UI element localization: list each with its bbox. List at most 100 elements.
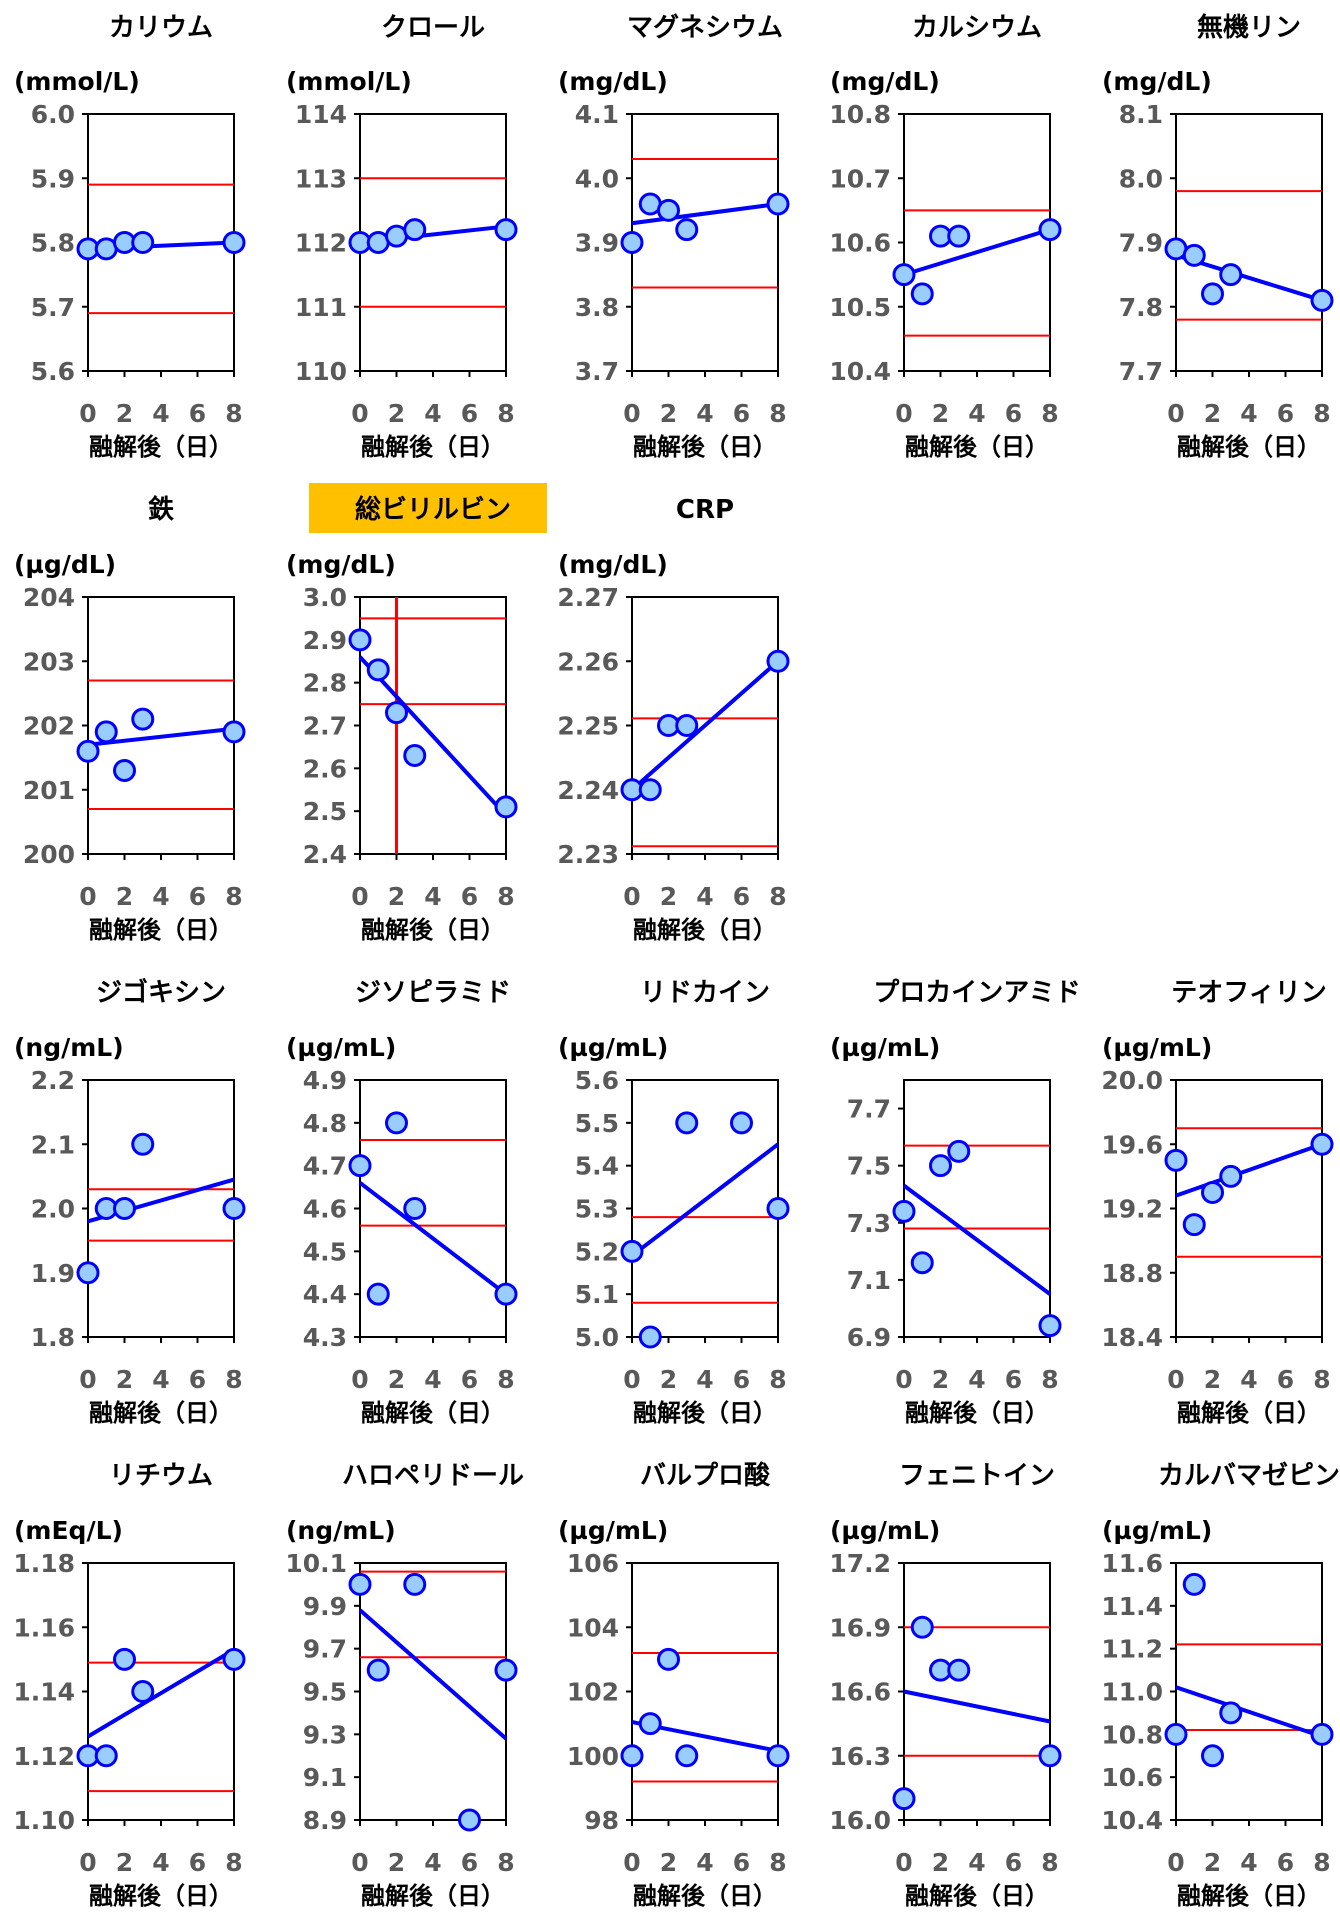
- chart-title: カルバマゼピン: [1158, 1461, 1340, 1491]
- data-point: [638, 1712, 662, 1736]
- y-tick-label: 2.5: [303, 797, 347, 826]
- y-tick-label: 104: [567, 1613, 619, 1642]
- y-tick-label: 201: [23, 776, 75, 805]
- x-axis-label: 融解後（日）: [1177, 433, 1321, 461]
- data-point: [222, 1197, 246, 1220]
- data-point: [113, 1197, 136, 1220]
- y-tick-label: 6.0: [31, 100, 75, 129]
- chart-title: テオフィリン: [1171, 978, 1326, 1008]
- y-tick-label: 7.7: [1119, 357, 1163, 386]
- x-tick-label: 2: [1204, 1848, 1221, 1877]
- y-tick-label: 5.7: [31, 293, 75, 322]
- x-tick-label: 8: [1041, 399, 1058, 428]
- data-point: [494, 218, 518, 242]
- x-tick-label: 6: [461, 1365, 478, 1394]
- y-tick-label: 16.3: [829, 1742, 891, 1771]
- trend-line: [1175, 1142, 1323, 1198]
- y-tick-label: 11.4: [1101, 1592, 1163, 1621]
- trend-line: [903, 227, 1051, 277]
- unit-label: (mmol/L): [286, 67, 412, 96]
- chart-panel: CRP (mg/dL) 2.23 2.24 2.25 2.26 2.27 0 2 4 6 8 融解後（日…: [557, 495, 790, 944]
- y-tick-label: 4.5: [303, 1237, 347, 1266]
- chart-title: 総ビリルビン: [355, 494, 511, 525]
- data-point: [76, 739, 100, 763]
- trend-line: [902, 1184, 1052, 1296]
- unit-label: (µg/mL): [830, 1033, 940, 1062]
- chart-title: マグネシウム: [627, 13, 783, 43]
- y-tick-label: 98: [584, 1806, 619, 1835]
- x-tick-label: 4: [1240, 1365, 1257, 1394]
- y-tick-label: 5.9: [31, 164, 75, 193]
- data-point: [766, 192, 790, 216]
- data-point: [1038, 218, 1062, 242]
- data-point: [403, 1197, 427, 1220]
- data-point: [385, 701, 408, 725]
- x-tick-label: 6: [461, 399, 478, 428]
- unit-label: (mg/dL): [1102, 67, 1212, 96]
- y-tick-label: 2.27: [557, 583, 619, 612]
- y-tick-label: 9.5: [303, 1678, 347, 1707]
- x-tick-label: 6: [1005, 1365, 1022, 1394]
- unit-label: (ng/mL): [14, 1033, 124, 1062]
- x-tick-label: 4: [968, 1848, 985, 1877]
- x-tick-label: 4: [152, 882, 169, 911]
- data-point: [947, 1658, 971, 1682]
- unit-label: (mg/dL): [558, 550, 668, 579]
- data-point: [675, 1744, 699, 1768]
- x-tick-label: 0: [79, 1848, 96, 1877]
- x-tick-label: 2: [116, 1848, 133, 1877]
- y-tick-label: 2.26: [557, 647, 619, 676]
- x-tick-label: 4: [696, 399, 713, 428]
- y-tick-label: 102: [567, 1678, 619, 1707]
- x-tick-label: 4: [424, 399, 441, 428]
- x-axis-label: 融解後（日）: [1177, 1399, 1321, 1427]
- data-point: [1310, 288, 1334, 312]
- unit-label: (µg/mL): [286, 1033, 396, 1062]
- x-tick-label: 6: [189, 399, 206, 428]
- y-tick-label: 7.7: [847, 1095, 891, 1124]
- data-point: [494, 795, 518, 819]
- x-tick-label: 2: [1204, 399, 1221, 428]
- x-tick-label: 2: [388, 882, 405, 911]
- data-point: [1038, 1314, 1062, 1338]
- trend-line: [358, 1608, 508, 1741]
- unit-label: (µg/mL): [1102, 1516, 1212, 1545]
- x-tick-label: 2: [932, 1365, 949, 1394]
- x-axis-label: 融解後（日）: [905, 433, 1049, 461]
- x-tick-label: 0: [1167, 1848, 1184, 1877]
- x-axis-label: 融解後（日）: [905, 1399, 1049, 1427]
- data-point: [131, 707, 155, 731]
- x-tick-label: 8: [1313, 1365, 1330, 1394]
- x-tick-label: 2: [388, 1848, 405, 1877]
- x-tick-label: 2: [388, 1365, 405, 1394]
- y-tick-label: 11.0: [1101, 1678, 1163, 1707]
- trend-line: [87, 726, 235, 747]
- x-tick-label: 4: [696, 1365, 713, 1394]
- x-tick-label: 0: [79, 882, 96, 911]
- data-point: [94, 720, 118, 744]
- x-tick-label: 6: [189, 1848, 206, 1877]
- trend-line: [631, 201, 779, 226]
- x-axis-label: 融解後（日）: [89, 1882, 233, 1910]
- x-tick-label: 0: [623, 1365, 640, 1394]
- y-tick-label: 5.3: [575, 1195, 619, 1224]
- chart-panel: フェニトイン (µg/mL) 16.0 16.3 16.6 16.9 17.2 0 2 4 6 8 融解…: [829, 1461, 1062, 1910]
- data-point: [131, 1132, 155, 1156]
- y-tick-label: 10.7: [829, 164, 891, 193]
- unit-label: (mg/dL): [558, 67, 668, 96]
- x-tick-label: 8: [225, 882, 242, 911]
- data-point: [766, 1744, 790, 1768]
- x-tick-label: 4: [968, 399, 985, 428]
- y-tick-label: 1.12: [13, 1742, 75, 1771]
- trend-line: [358, 655, 508, 817]
- x-tick-label: 2: [116, 399, 133, 428]
- x-tick-label: 0: [623, 882, 640, 911]
- chart-panel: クロール (mmol/L) 110 111 112 113 114 0 2 4 6 8 融解後（日）: [286, 13, 518, 461]
- x-tick-label: 8: [769, 1848, 786, 1877]
- data-point: [458, 1808, 481, 1832]
- x-tick-label: 8: [497, 399, 514, 428]
- y-tick-label: 5.0: [575, 1323, 619, 1352]
- y-tick-label: 204: [23, 583, 75, 612]
- data-point: [1201, 1744, 1224, 1768]
